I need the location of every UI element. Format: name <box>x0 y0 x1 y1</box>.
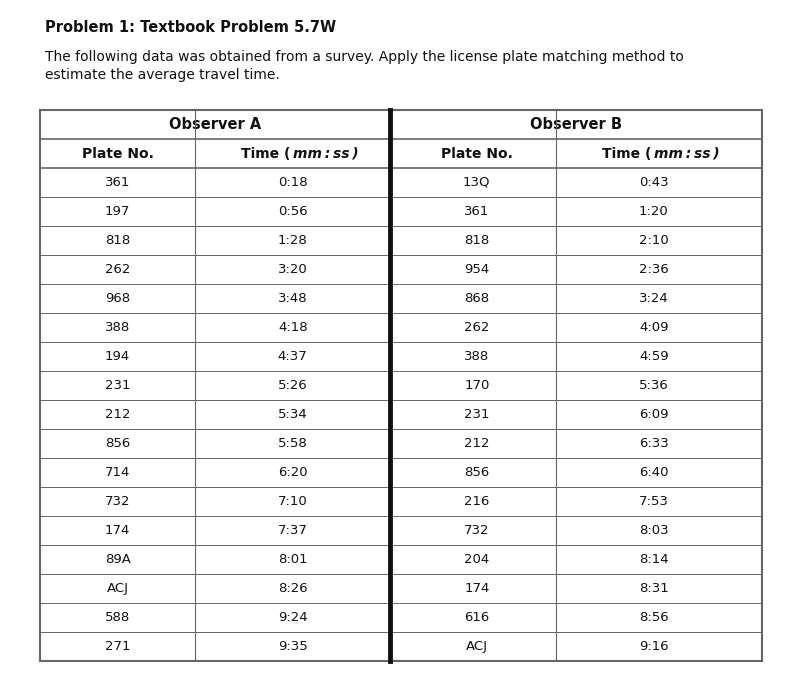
Text: 4:59: 4:59 <box>639 350 668 363</box>
Text: 13Q: 13Q <box>463 176 490 189</box>
Text: 0:18: 0:18 <box>278 176 308 189</box>
Text: 818: 818 <box>105 234 130 247</box>
Text: 262: 262 <box>105 263 131 276</box>
Text: 868: 868 <box>464 292 490 305</box>
Text: 3:24: 3:24 <box>639 292 669 305</box>
Text: 856: 856 <box>105 437 130 450</box>
Text: 170: 170 <box>464 379 490 392</box>
Text: 174: 174 <box>464 582 490 595</box>
Text: 4:09: 4:09 <box>639 321 668 334</box>
Text: Observer B: Observer B <box>530 117 622 132</box>
Text: 818: 818 <box>464 234 490 247</box>
Text: 361: 361 <box>105 176 131 189</box>
Text: Problem 1: Textbook Problem 5.7W: Problem 1: Textbook Problem 5.7W <box>45 20 336 35</box>
Text: ACJ: ACJ <box>106 582 128 595</box>
Text: Plate No.: Plate No. <box>82 147 153 160</box>
Text: 197: 197 <box>105 205 131 218</box>
Text: 6:20: 6:20 <box>278 466 308 479</box>
Text: 5:26: 5:26 <box>278 379 308 392</box>
Text: 8:03: 8:03 <box>639 524 668 537</box>
Text: 714: 714 <box>105 466 131 479</box>
Text: 388: 388 <box>464 350 490 363</box>
Text: ACJ: ACJ <box>466 640 488 653</box>
Text: 9:35: 9:35 <box>278 640 308 653</box>
Text: 732: 732 <box>464 524 490 537</box>
Text: 6:09: 6:09 <box>639 408 668 421</box>
Text: 4:37: 4:37 <box>278 350 308 363</box>
Text: 1:20: 1:20 <box>639 205 669 218</box>
Text: Observer A: Observer A <box>169 117 261 132</box>
Text: 231: 231 <box>464 408 490 421</box>
Text: 3:20: 3:20 <box>278 263 308 276</box>
Text: 5:58: 5:58 <box>278 437 308 450</box>
Text: 6:33: 6:33 <box>639 437 669 450</box>
Text: 5:34: 5:34 <box>278 408 308 421</box>
Text: 4:18: 4:18 <box>278 321 308 334</box>
Text: 174: 174 <box>105 524 131 537</box>
Text: 388: 388 <box>105 321 130 334</box>
Text: 262: 262 <box>464 321 490 334</box>
Text: 8:14: 8:14 <box>639 553 668 566</box>
Text: 212: 212 <box>464 437 490 450</box>
Text: 5:36: 5:36 <box>639 379 669 392</box>
Text: 8:56: 8:56 <box>639 611 668 624</box>
Text: 7:37: 7:37 <box>278 524 308 537</box>
Text: 216: 216 <box>464 495 490 508</box>
Text: 968: 968 <box>105 292 130 305</box>
Text: 8:26: 8:26 <box>278 582 308 595</box>
Text: Time (: Time ( <box>601 147 654 160</box>
Text: 588: 588 <box>105 611 130 624</box>
Text: 9:24: 9:24 <box>278 611 308 624</box>
Text: 271: 271 <box>105 640 131 653</box>
Text: 2:10: 2:10 <box>639 234 669 247</box>
Text: 732: 732 <box>105 495 131 508</box>
Text: 616: 616 <box>464 611 490 624</box>
Text: The following data was obtained from a survey. Apply the license plate matching : The following data was obtained from a s… <box>45 50 684 64</box>
Text: 89A: 89A <box>105 553 131 566</box>
Text: 2:36: 2:36 <box>639 263 669 276</box>
Text: 0:56: 0:56 <box>278 205 308 218</box>
Text: Time (: Time ( <box>241 147 293 160</box>
Text: 194: 194 <box>105 350 130 363</box>
Text: 231: 231 <box>105 379 131 392</box>
Text: 204: 204 <box>464 553 490 566</box>
Text: mm : ss ): mm : ss ) <box>293 147 358 160</box>
Text: 9:16: 9:16 <box>639 640 668 653</box>
Text: 361: 361 <box>464 205 490 218</box>
Text: 8:31: 8:31 <box>639 582 669 595</box>
Text: 8:01: 8:01 <box>278 553 308 566</box>
Text: 7:10: 7:10 <box>278 495 308 508</box>
Text: 954: 954 <box>464 263 490 276</box>
Text: 212: 212 <box>105 408 131 421</box>
Text: mm : ss ): mm : ss ) <box>654 147 719 160</box>
Text: 856: 856 <box>464 466 490 479</box>
Text: 6:40: 6:40 <box>639 466 668 479</box>
Text: estimate the average travel time.: estimate the average travel time. <box>45 68 279 82</box>
Text: 1:28: 1:28 <box>278 234 308 247</box>
Text: Plate No.: Plate No. <box>441 147 513 160</box>
Text: 3:48: 3:48 <box>278 292 308 305</box>
Text: 7:53: 7:53 <box>639 495 669 508</box>
Text: 0:43: 0:43 <box>639 176 668 189</box>
